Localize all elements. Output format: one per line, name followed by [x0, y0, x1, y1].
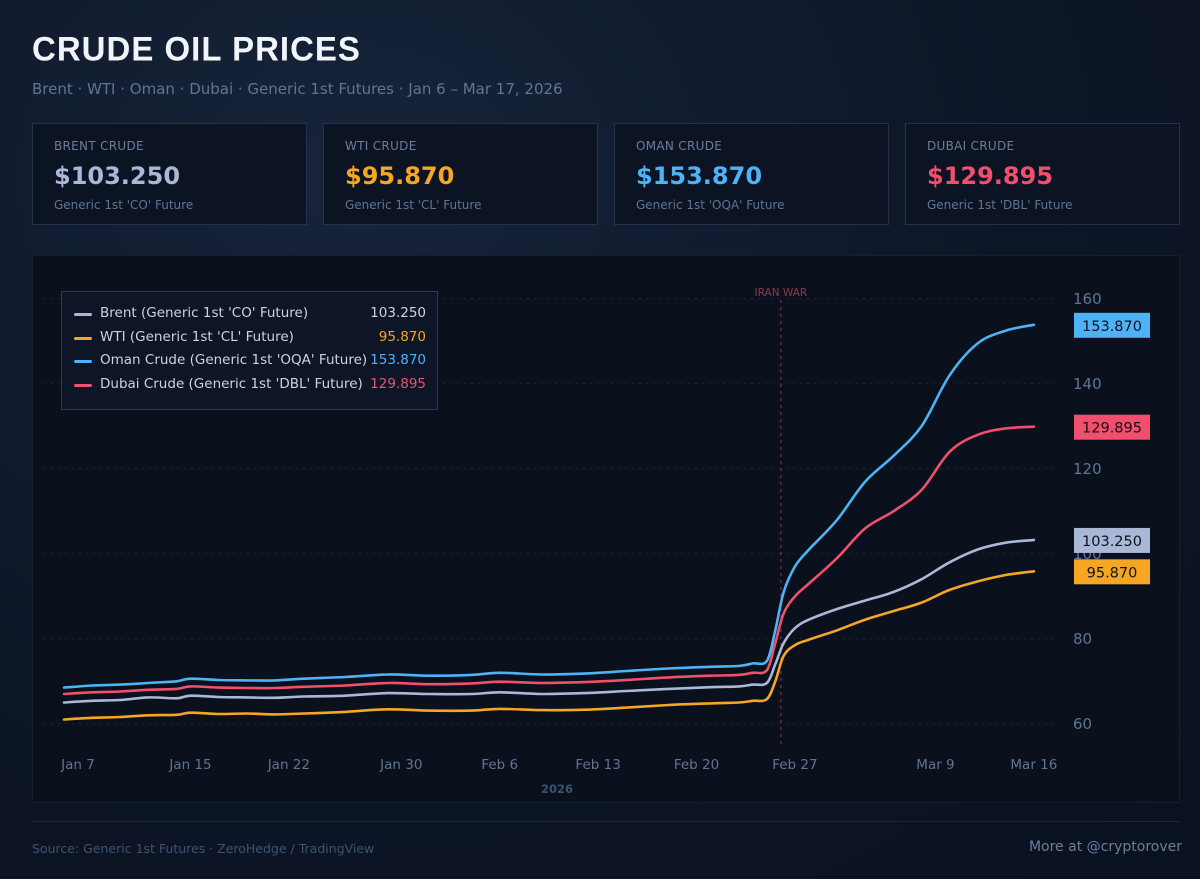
x-tick-label: Jan 15	[168, 757, 211, 773]
oman-value-tag	[1074, 312, 1150, 338]
x-tick-label: Feb 20	[674, 757, 719, 773]
x-tick-label: Jan 7	[60, 757, 95, 773]
card-value: $95.870	[345, 162, 455, 190]
x-tick-label: Jan 30	[379, 757, 422, 773]
oman-value-tag-label: 153.870	[1082, 319, 1142, 335]
dubai-value-tag	[1074, 414, 1150, 440]
x-tick-label: Feb 27	[772, 757, 817, 773]
legend-value: 129.895	[370, 376, 426, 392]
dubai-value-tag-label: 129.895	[1082, 421, 1142, 437]
legend-swatch	[74, 384, 92, 387]
y-tick-label: 160	[1073, 290, 1102, 308]
legend-swatch	[74, 337, 92, 340]
wti-line	[62, 570, 1036, 721]
card-sub: Generic 1st 'CO' Future	[54, 198, 194, 212]
brent-value-tag	[1074, 527, 1150, 553]
card-label: OMAN CRUDE	[636, 139, 723, 153]
card-sub: Generic 1st 'DBL' Future	[927, 198, 1073, 212]
legend-value: 153.870	[370, 352, 426, 368]
x-axis-label: 2026	[541, 782, 573, 796]
x-tick-label: Mar 16	[1010, 757, 1057, 773]
brent-card: BRENT CRUDE $103.250 Generic 1st 'CO' Fu…	[32, 123, 307, 225]
oman-line	[62, 323, 1036, 689]
event-marker-label: IRAN WAR	[755, 287, 808, 299]
legend-item-wti: WTI (Generic 1st 'CL' Future) 95.870	[74, 329, 426, 349]
legend-item-oman: Oman Crude (Generic 1st 'OQA' Future) 15…	[74, 352, 426, 372]
legend-name: Dubai Crude (Generic 1st 'DBL' Future)	[100, 376, 363, 392]
legend-item-brent: Brent (Generic 1st 'CO' Future) 103.250	[74, 305, 426, 325]
card-value: $129.895	[927, 162, 1054, 190]
legend-item-dubai: Dubai Crude (Generic 1st 'DBL' Future) 1…	[74, 376, 426, 396]
legend-value: 95.870	[378, 329, 426, 345]
credit-link[interactable]: More at @cryptorover	[1028, 839, 1182, 855]
page-subtitle: Brent · WTI · Oman · Dubai · Generic 1st…	[32, 80, 563, 98]
card-value: $153.870	[636, 162, 763, 190]
legend-name: WTI (Generic 1st 'CL' Future)	[100, 329, 294, 345]
y-tick-label: 120	[1073, 460, 1102, 478]
x-tick-label: Jan 22	[267, 757, 310, 773]
y-tick-label: 80	[1073, 630, 1092, 648]
page-title: CRUDE OIL PRICES	[32, 29, 361, 68]
card-sub: Generic 1st 'OQA' Future	[636, 198, 785, 212]
footer-divider	[32, 821, 1180, 822]
legend-name: Oman Crude (Generic 1st 'OQA' Future)	[100, 352, 368, 368]
card-label: DUBAI CRUDE	[927, 139, 1015, 153]
chart-legend: Brent (Generic 1st 'CO' Future) 103.250 …	[61, 291, 438, 410]
legend-swatch	[74, 313, 92, 316]
x-tick-label: Mar 9	[916, 757, 954, 773]
source-note: Source: Generic 1st Futures · ZeroHedge …	[32, 841, 375, 856]
legend-value: 103.250	[370, 305, 426, 321]
card-label: WTI CRUDE	[345, 139, 417, 153]
brent-value-tag-label: 103.250	[1082, 534, 1142, 550]
x-tick-label: Feb 6	[481, 757, 518, 773]
card-value: $103.250	[54, 162, 181, 190]
wti-card: WTI CRUDE $95.870 Generic 1st 'CL' Futur…	[323, 123, 598, 225]
y-tick-label: 140	[1073, 375, 1102, 393]
legend-name: Brent (Generic 1st 'CO' Future)	[100, 305, 309, 321]
x-tick-label: Feb 13	[575, 757, 620, 773]
dubai-line	[62, 425, 1036, 696]
brent-line	[62, 538, 1036, 704]
y-tick-label: 60	[1073, 715, 1092, 733]
wti-value-tag	[1074, 559, 1150, 585]
legend-swatch	[74, 360, 92, 363]
card-sub: Generic 1st 'CL' Future	[345, 198, 482, 212]
dubai-card: DUBAI CRUDE $129.895 Generic 1st 'DBL' F…	[905, 123, 1180, 225]
wti-value-tag-label: 95.870	[1087, 565, 1138, 581]
oman-card: OMAN CRUDE $153.870 Generic 1st 'OQA' Fu…	[614, 123, 889, 225]
card-label: BRENT CRUDE	[54, 139, 144, 153]
